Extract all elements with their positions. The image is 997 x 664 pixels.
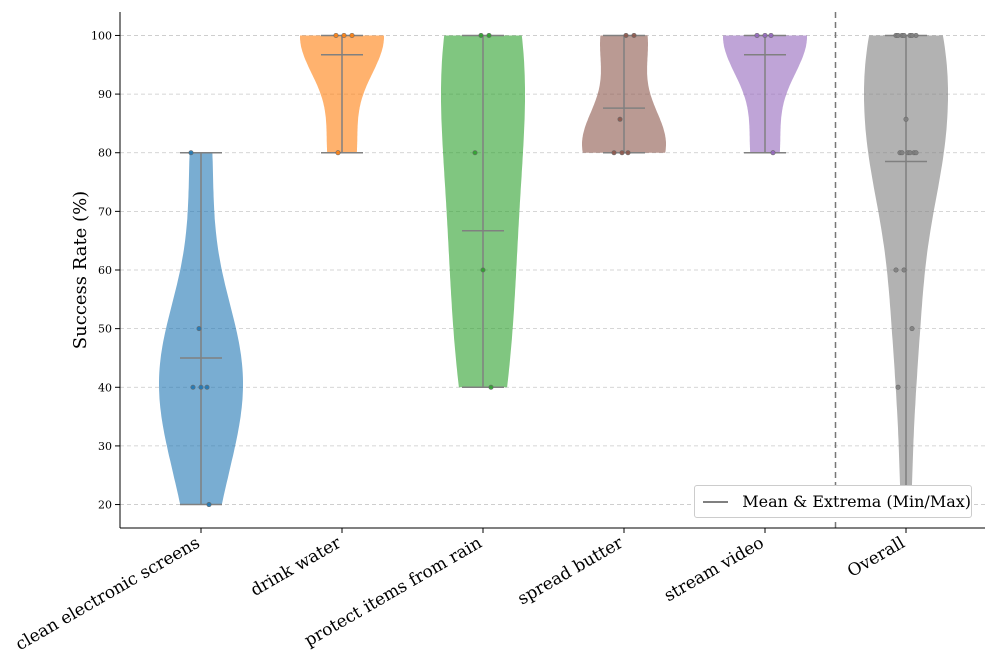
data-point-0-4 <box>198 384 204 390</box>
data-point-1-0 <box>333 32 339 38</box>
data-point-1-2 <box>349 32 355 38</box>
data-point-5-14 <box>893 267 899 273</box>
x-tick-label-4: stream video <box>661 533 768 606</box>
x-tick-label-5: Overall <box>844 533 908 582</box>
x-tick-label-0: clean electronic screens <box>12 533 203 655</box>
data-point-1-1 <box>341 32 347 38</box>
x-tick-label-1: drink water <box>247 533 345 601</box>
legend-label: Mean & Extrema (Min/Max) <box>742 492 971 511</box>
data-point-5-4 <box>901 32 907 38</box>
data-point-5-7 <box>903 116 909 122</box>
x-tick-label-3: spread butter <box>514 533 627 610</box>
data-point-4-0 <box>768 32 774 38</box>
y-tick-label-30: 30 <box>98 440 112 453</box>
y-tick-label-50: 50 <box>98 323 112 336</box>
data-point-3-4 <box>611 150 617 156</box>
legend-line-swatch <box>703 500 729 503</box>
data-point-5-15 <box>901 267 907 273</box>
data-point-4-2 <box>762 32 768 38</box>
data-point-5-17 <box>895 384 901 390</box>
data-point-4-3 <box>770 150 776 156</box>
data-point-0-1 <box>196 326 202 332</box>
data-point-1-3 <box>335 150 341 156</box>
y-tick-label-70: 70 <box>98 205 112 218</box>
data-point-4-1 <box>754 32 760 38</box>
gridlines <box>120 35 985 505</box>
y-axis-label: Success Rate (%) <box>70 191 91 349</box>
y-tick-label-20: 20 <box>98 499 112 512</box>
data-point-5-12 <box>899 150 905 156</box>
data-point-3-5 <box>619 150 625 156</box>
data-point-2-0 <box>478 32 484 38</box>
data-point-2-3 <box>480 267 486 273</box>
data-point-0-5 <box>206 502 212 508</box>
data-point-5-6 <box>895 32 901 38</box>
y-tick-label-90: 90 <box>98 88 112 101</box>
data-point-2-2 <box>472 150 478 156</box>
violins <box>159 32 948 508</box>
data-point-2-1 <box>486 32 492 38</box>
y-tick-label-40: 40 <box>98 381 112 394</box>
legend: Mean & Extrema (Min/Max) <box>694 485 972 518</box>
data-point-0-0 <box>188 150 194 156</box>
data-point-3-2 <box>617 116 623 122</box>
data-point-0-3 <box>190 384 196 390</box>
y-tick-label-80: 80 <box>98 147 112 160</box>
data-point-0-2 <box>204 384 210 390</box>
data-point-2-4 <box>488 384 494 390</box>
data-point-3-3 <box>625 150 631 156</box>
data-point-5-13 <box>907 150 913 156</box>
data-point-5-5 <box>909 32 915 38</box>
y-tick-label-100: 100 <box>91 29 112 42</box>
y-tick-label-60: 60 <box>98 264 112 277</box>
data-point-3-0 <box>623 32 629 38</box>
data-point-5-16 <box>909 326 915 332</box>
data-point-5-11 <box>913 150 919 156</box>
data-point-3-1 <box>631 32 637 38</box>
